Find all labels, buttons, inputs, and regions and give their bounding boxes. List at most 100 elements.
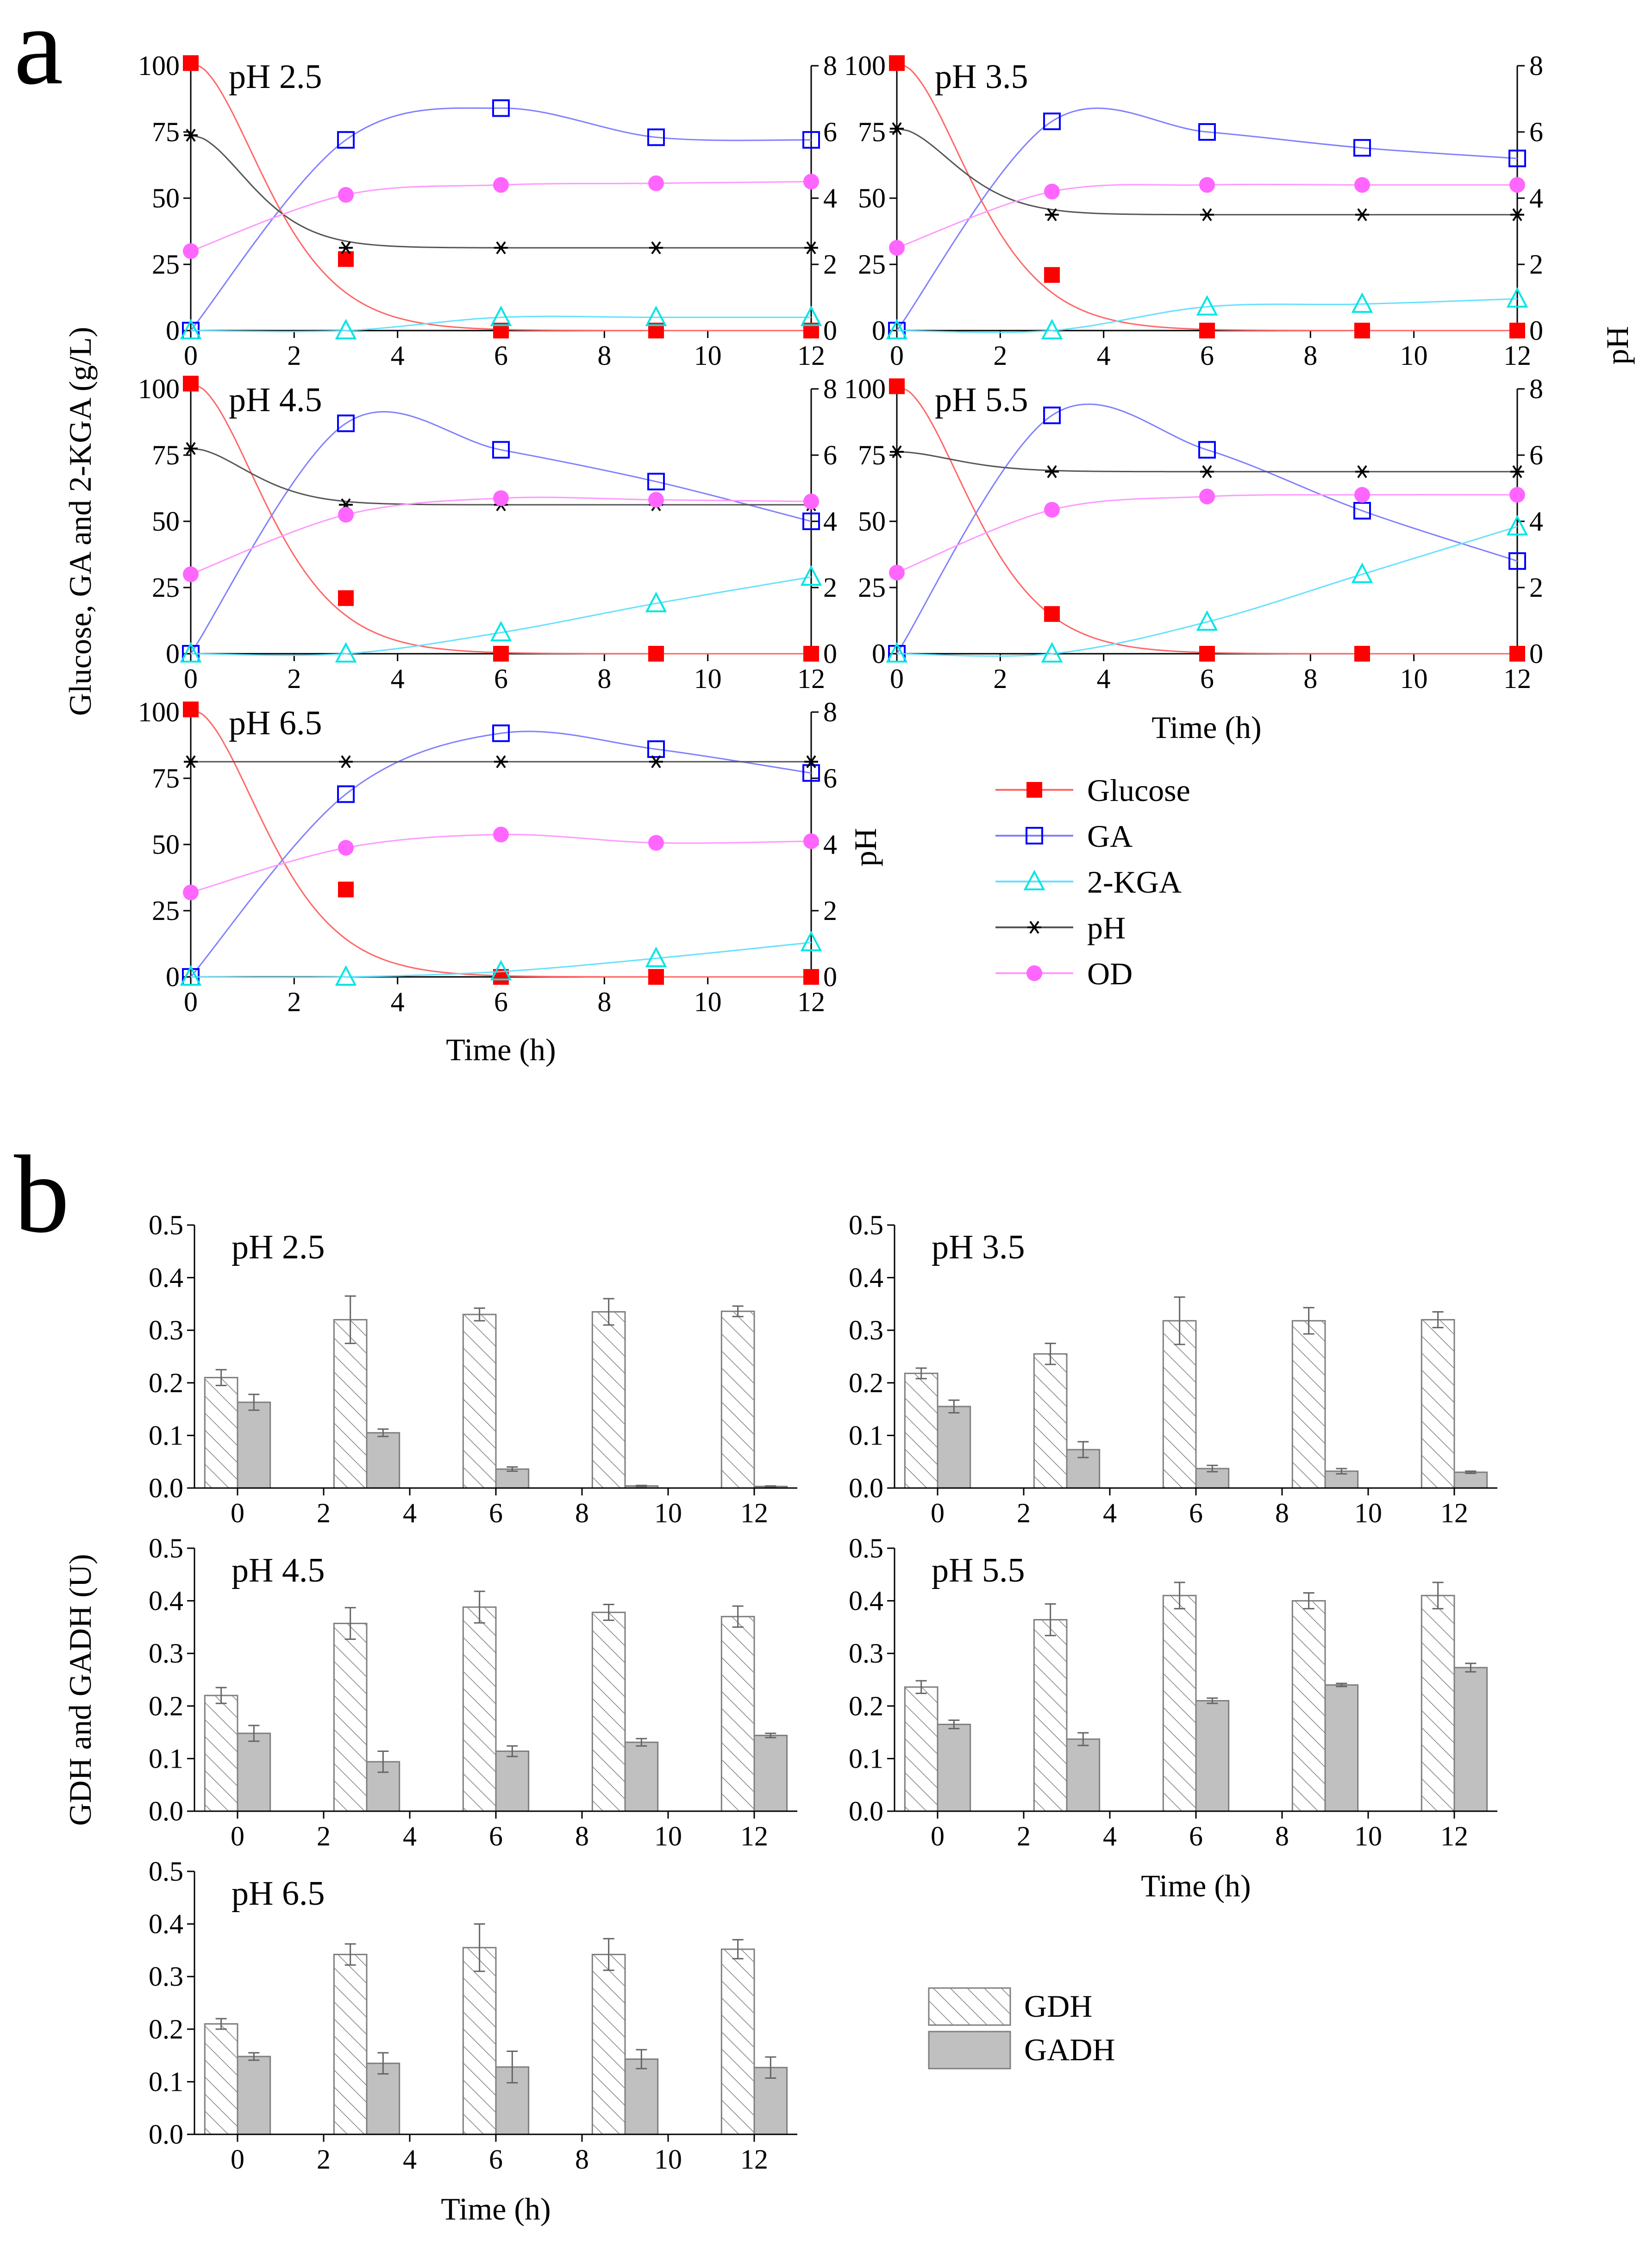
x-tick-label: 10 bbox=[1354, 1498, 1382, 1528]
bar-chart-4: 0 2 4 6 8 10 12 0.0 0.1 0.2 0.3 0.4 0.5 pH 5.5 bbox=[849, 1533, 1497, 1851]
x-tick-label: 12 bbox=[1503, 663, 1531, 694]
panel-a-right-axis-label: pH bbox=[1600, 326, 1635, 364]
kga-point bbox=[1041, 642, 1063, 663]
od-point bbox=[183, 884, 199, 901]
od-point bbox=[493, 490, 509, 506]
chart-title: pH 4.5 bbox=[229, 381, 322, 419]
od-point bbox=[183, 566, 199, 582]
glucose-fit-line bbox=[190, 62, 811, 331]
ga-point bbox=[337, 131, 355, 149]
gadh-bar bbox=[495, 1468, 530, 1489]
x-tick-label: 8 bbox=[597, 987, 611, 1017]
gadh-bar bbox=[1195, 1700, 1230, 1812]
kga-point bbox=[800, 565, 822, 586]
y-tick-label: 0.0 bbox=[149, 1796, 183, 1826]
od-fit-line bbox=[190, 496, 812, 575]
glucose-point bbox=[648, 646, 664, 662]
y-tick-label: 100 bbox=[844, 374, 886, 404]
od-point bbox=[1509, 177, 1525, 193]
ph-point bbox=[1510, 465, 1524, 478]
bar-chart-2: 0 2 4 6 8 10 12 0.0 0.1 0.2 0.3 0.4 0.5 pH 3.5 bbox=[849, 1210, 1497, 1528]
x-tick-label: 0 bbox=[231, 1821, 244, 1851]
gadh-bar bbox=[366, 1432, 400, 1489]
y-tick-label: 0.2 bbox=[149, 1691, 183, 1721]
x-tick-label: 8 bbox=[1275, 1821, 1289, 1851]
kga-point bbox=[886, 319, 908, 339]
x-tick-label: 4 bbox=[1097, 663, 1111, 694]
x-tick-label: 2 bbox=[993, 663, 1007, 694]
ga-point bbox=[337, 414, 355, 432]
x-axis-title-b-right: Time (h) bbox=[1141, 1868, 1251, 1903]
ga-fit-line bbox=[190, 107, 812, 331]
ph-point bbox=[184, 129, 198, 142]
glucose-point bbox=[1354, 646, 1370, 662]
kga-point bbox=[645, 592, 667, 613]
kga-point bbox=[335, 965, 357, 986]
x-tick-label: 2 bbox=[317, 1821, 331, 1851]
ga-point bbox=[492, 724, 510, 742]
y-tick-label: 50 bbox=[152, 506, 180, 537]
panel-a-y-axis-label: Glucose, GA and 2-KGA (g/L) bbox=[63, 327, 98, 716]
od-point bbox=[338, 507, 354, 523]
od-legend-label: OD bbox=[1087, 956, 1133, 991]
panel-b-y-axis-label: GDH and GADH (U) bbox=[63, 1554, 98, 1826]
x-tick-label: 6 bbox=[489, 1821, 503, 1851]
x-tick-label: 4 bbox=[1097, 340, 1111, 371]
y-tick-label: 75 bbox=[152, 440, 180, 470]
y2-tick-label: 4 bbox=[823, 506, 837, 537]
y-tick-label: 0.1 bbox=[149, 1420, 183, 1451]
y-tick-label: 50 bbox=[152, 183, 180, 213]
ga-point bbox=[802, 513, 820, 530]
y-tick-label: 0.1 bbox=[149, 1743, 183, 1774]
glucose-point bbox=[1354, 323, 1370, 338]
ph-point bbox=[804, 241, 818, 255]
y-tick-label: 100 bbox=[844, 50, 886, 81]
gdh-bar bbox=[1420, 1595, 1455, 1812]
bar-chart-3: 0 2 4 6 8 10 12 0.0 0.1 0.2 0.3 0.4 0.5 pH 4.5 bbox=[149, 1533, 797, 1851]
x-tick-label: 10 bbox=[694, 987, 722, 1017]
y-tick-label: 100 bbox=[138, 374, 180, 404]
glucose-point bbox=[493, 646, 509, 662]
y-tick-label: 0 bbox=[166, 962, 180, 992]
x-tick-label: 2 bbox=[1017, 1498, 1031, 1528]
ph-point bbox=[1045, 465, 1059, 478]
y-tick-label: 0 bbox=[166, 315, 180, 346]
glucose-point bbox=[1044, 267, 1060, 283]
glucose-point bbox=[183, 55, 199, 71]
x-tick-label: 4 bbox=[391, 340, 405, 371]
legend-a: Glucose GA 2-KGA pH OD bbox=[995, 773, 1190, 991]
x-tick-label: 0 bbox=[231, 1498, 244, 1528]
y2-tick-label: 0 bbox=[823, 638, 837, 669]
x-tick-label: 10 bbox=[1354, 1821, 1382, 1851]
y-tick-label: 0.4 bbox=[849, 1586, 883, 1616]
kga-point bbox=[1196, 295, 1218, 316]
ga-point bbox=[492, 99, 510, 117]
gdh-bar bbox=[1420, 1319, 1455, 1489]
od-point bbox=[338, 840, 354, 856]
x-tick-label: 12 bbox=[797, 663, 825, 694]
gdh-bar bbox=[462, 1947, 497, 2135]
y2-tick-label: 2 bbox=[1529, 572, 1543, 603]
y2-tick-label: 8 bbox=[823, 374, 837, 404]
ph-point bbox=[1355, 465, 1369, 478]
x-tick-label: 6 bbox=[1189, 1821, 1203, 1851]
ga-legend-label: GA bbox=[1087, 819, 1133, 854]
kga-point bbox=[645, 306, 667, 326]
y2-tick-label: 8 bbox=[1529, 50, 1543, 81]
y2-tick-label: 4 bbox=[1529, 183, 1543, 213]
ph-point bbox=[1200, 465, 1214, 478]
y2-tick-label: 2 bbox=[1529, 249, 1543, 280]
od-point bbox=[1354, 177, 1370, 193]
kga-point bbox=[180, 642, 202, 663]
chart-title: pH 2.5 bbox=[229, 58, 322, 96]
gadh-bar bbox=[1066, 1738, 1101, 1812]
chart-title: pH 3.5 bbox=[932, 1228, 1025, 1266]
od-point bbox=[1044, 501, 1060, 518]
glucose-point bbox=[803, 646, 819, 662]
od-point bbox=[803, 494, 819, 510]
chart-title: pH 6.5 bbox=[229, 704, 322, 742]
x-axis-title-a-left: Time (h) bbox=[446, 1032, 556, 1067]
